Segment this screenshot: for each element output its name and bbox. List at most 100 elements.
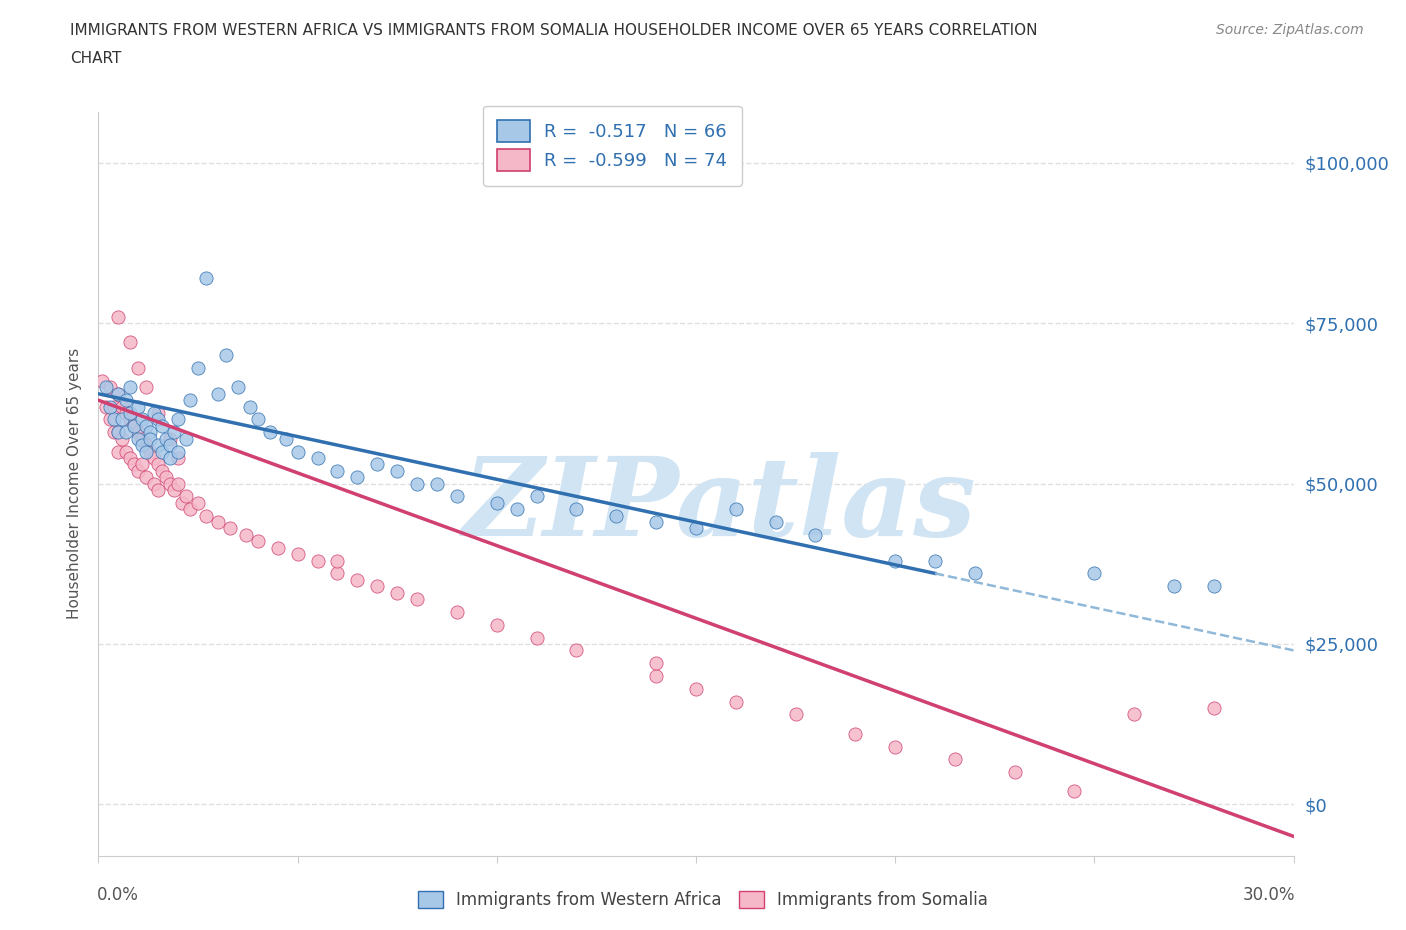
Point (724, 502, 747, 517)
Point (844, 726, 866, 741)
Point (307, 450, 329, 465)
Point (135, 445, 157, 459)
Point (565, 502, 588, 517)
Point (127, 463, 149, 478)
Point (167, 450, 190, 465)
Point (287, 547, 309, 562)
Point (139, 425, 162, 440)
Point (155, 470, 177, 485)
Point (127, 361, 149, 376)
Point (143, 476, 166, 491)
Point (107, 386, 129, 401)
Point (167, 476, 190, 491)
Point (159, 438, 181, 453)
Point (131, 438, 153, 453)
Point (111, 399, 134, 414)
Point (446, 489, 468, 504)
Point (605, 508, 627, 523)
Point (346, 470, 368, 485)
Point (115, 392, 138, 407)
Point (645, 669, 668, 684)
Point (111, 412, 134, 427)
Point (96, 380, 118, 395)
Legend: R =  -0.517   N = 66, R =  -0.599   N = 74: R = -0.517 N = 66, R = -0.599 N = 74 (482, 106, 742, 186)
Point (239, 399, 262, 414)
Point (135, 418, 157, 433)
Point (924, 553, 946, 568)
Point (131, 432, 153, 446)
Point (1202, 700, 1225, 715)
Point (884, 553, 907, 568)
Point (1004, 764, 1026, 779)
Point (187, 496, 209, 511)
Point (174, 432, 197, 446)
Point (426, 476, 449, 491)
Point (1063, 784, 1085, 799)
Point (131, 412, 153, 427)
Point (127, 399, 149, 414)
Text: IMMIGRANTS FROM WESTERN AFRICA VS IMMIGRANTS FROM SOMALIA HOUSEHOLDER INCOME OVE: IMMIGRANTS FROM WESTERN AFRICA VS IMMIGR… (70, 23, 1038, 38)
Point (174, 489, 197, 504)
Point (139, 432, 162, 446)
Point (226, 380, 249, 395)
Point (187, 361, 209, 376)
Point (385, 585, 409, 600)
Point (124, 457, 146, 472)
Point (246, 412, 269, 427)
Text: ZIPatlas: ZIPatlas (463, 452, 977, 560)
Point (124, 418, 146, 433)
Point (406, 591, 429, 606)
Point (219, 521, 242, 536)
Text: Source: ZipAtlas.com: Source: ZipAtlas.com (1216, 23, 1364, 37)
Point (1083, 566, 1105, 581)
Point (159, 432, 181, 446)
Point (207, 386, 229, 401)
Point (163, 425, 186, 440)
Point (172, 496, 194, 511)
Point (526, 489, 548, 504)
Point (127, 432, 149, 446)
Point (446, 604, 468, 619)
Point (366, 457, 388, 472)
Point (406, 476, 429, 491)
Point (159, 450, 181, 465)
Point (100, 412, 122, 427)
Point (143, 405, 166, 420)
Point (148, 405, 170, 420)
Point (167, 412, 190, 427)
Point (326, 553, 349, 568)
Point (645, 514, 668, 529)
Point (148, 412, 170, 427)
Point (124, 418, 146, 433)
Point (120, 380, 142, 395)
Point (100, 399, 122, 414)
Point (163, 483, 186, 498)
Text: CHART: CHART (70, 51, 122, 66)
Y-axis label: Householder Income Over 65 years: Householder Income Over 65 years (67, 348, 83, 619)
Point (100, 380, 122, 395)
Point (127, 425, 149, 440)
Point (135, 470, 157, 485)
Point (963, 566, 986, 581)
Point (884, 739, 907, 754)
Point (120, 405, 142, 420)
Point (485, 496, 508, 511)
Point (326, 463, 349, 478)
Point (645, 656, 668, 671)
Point (207, 514, 229, 529)
Point (107, 445, 129, 459)
Point (526, 631, 548, 645)
Point (103, 425, 125, 440)
Point (215, 348, 238, 363)
Point (685, 682, 707, 697)
Point (385, 463, 409, 478)
Point (148, 438, 170, 453)
Point (107, 425, 129, 440)
Legend: Immigrants from Western Africa, Immigrants from Somalia: Immigrants from Western Africa, Immigran… (409, 883, 997, 917)
Point (159, 476, 181, 491)
Point (565, 643, 588, 658)
Point (485, 618, 508, 632)
Point (115, 445, 138, 459)
Point (179, 502, 201, 517)
Point (103, 412, 125, 427)
